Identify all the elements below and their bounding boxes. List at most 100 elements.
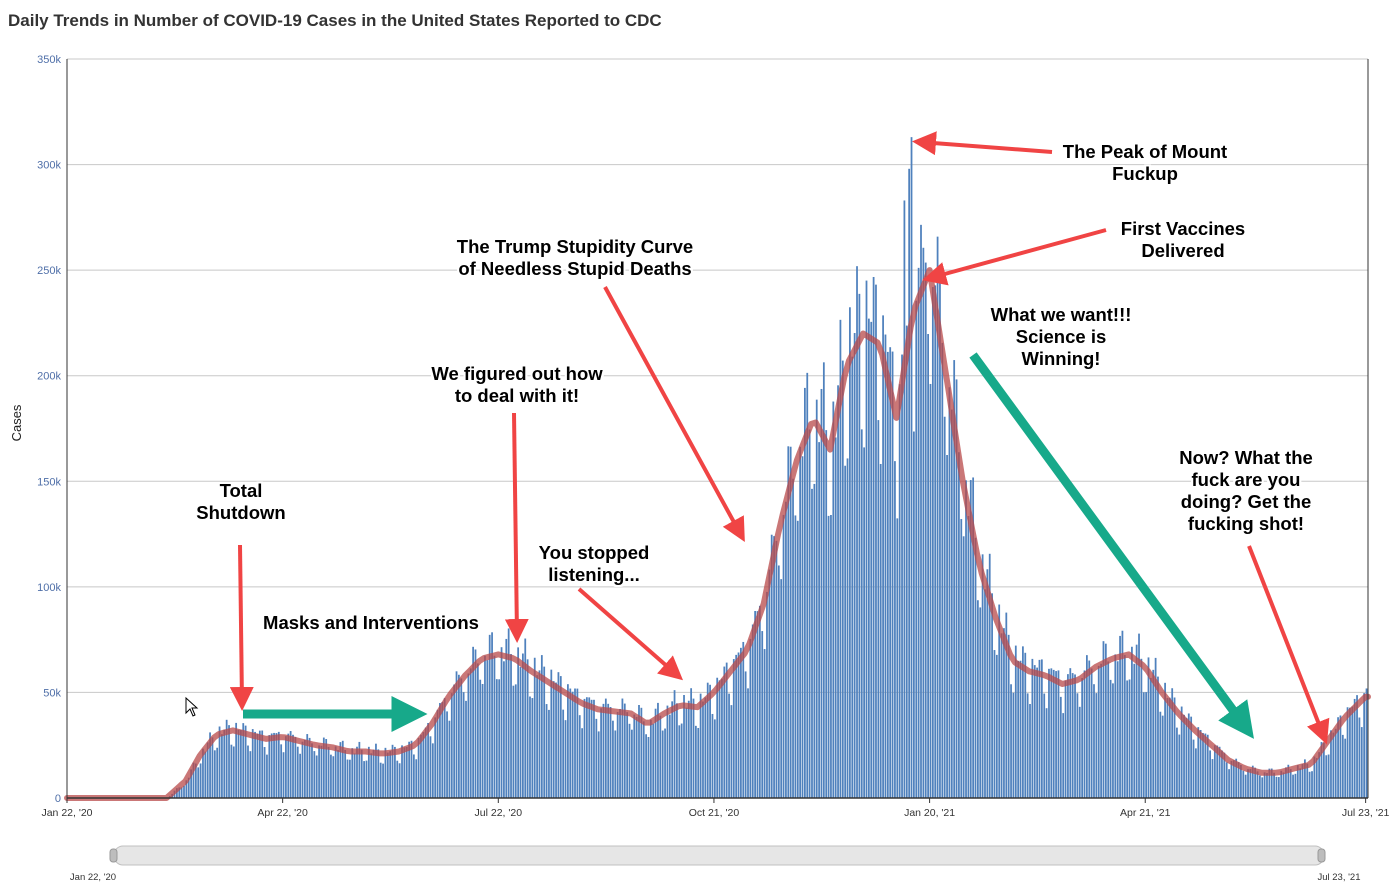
bar bbox=[846, 458, 849, 798]
bar bbox=[367, 746, 370, 798]
bar bbox=[1107, 661, 1110, 798]
bar bbox=[792, 478, 794, 798]
bar bbox=[820, 388, 823, 798]
bar bbox=[199, 763, 202, 798]
bar bbox=[187, 777, 190, 798]
bar bbox=[529, 696, 531, 798]
bar bbox=[1190, 716, 1193, 798]
bar bbox=[382, 763, 384, 798]
bar bbox=[1213, 745, 1216, 798]
annotation-masks-interventions: Masks and Interventions bbox=[263, 612, 479, 633]
bar bbox=[905, 325, 908, 798]
bar bbox=[991, 593, 993, 798]
bar bbox=[1126, 680, 1129, 798]
bar bbox=[1322, 742, 1325, 798]
bar bbox=[649, 719, 652, 798]
bar bbox=[1349, 707, 1351, 798]
bar bbox=[972, 477, 975, 798]
bar bbox=[1135, 644, 1138, 798]
bar bbox=[230, 744, 233, 798]
bar bbox=[277, 731, 280, 798]
bar bbox=[664, 728, 666, 798]
bar bbox=[1282, 772, 1285, 798]
navigator-left-handle[interactable] bbox=[109, 848, 118, 863]
bar bbox=[467, 673, 470, 798]
bar bbox=[450, 693, 453, 798]
bar bbox=[318, 745, 320, 798]
bar bbox=[1183, 714, 1185, 798]
bar bbox=[282, 752, 285, 798]
bar bbox=[723, 666, 726, 798]
bar bbox=[519, 667, 522, 798]
bar bbox=[884, 334, 887, 798]
bar bbox=[1109, 679, 1112, 798]
bar bbox=[183, 785, 185, 798]
bar bbox=[555, 682, 557, 798]
bar bbox=[429, 736, 432, 798]
bar bbox=[237, 729, 240, 798]
bar bbox=[638, 705, 640, 798]
bar bbox=[1059, 696, 1062, 798]
bar bbox=[581, 728, 584, 798]
bar bbox=[1012, 692, 1015, 798]
y-tick-label: 0 bbox=[55, 793, 61, 805]
bar bbox=[1230, 760, 1233, 798]
bar bbox=[815, 399, 818, 798]
bar bbox=[1301, 763, 1304, 798]
bar bbox=[180, 787, 183, 798]
y-tick-label: 100k bbox=[37, 582, 61, 594]
bar bbox=[958, 452, 960, 798]
bar bbox=[1244, 774, 1247, 798]
bar bbox=[993, 650, 996, 798]
bar bbox=[1095, 693, 1098, 798]
navigator-track[interactable] bbox=[113, 845, 1325, 866]
bar bbox=[559, 676, 562, 798]
bar bbox=[1040, 659, 1043, 798]
bar bbox=[1308, 771, 1311, 798]
bar bbox=[1187, 713, 1190, 798]
annotation-peak: The Peak of Mount Fuckup bbox=[1062, 141, 1228, 184]
bar bbox=[258, 730, 261, 798]
bar bbox=[221, 734, 223, 798]
bar bbox=[557, 672, 560, 798]
bar bbox=[886, 351, 889, 798]
bar bbox=[1195, 748, 1197, 798]
bar bbox=[974, 537, 977, 798]
bar bbox=[294, 736, 297, 798]
bar bbox=[1180, 706, 1183, 798]
bar bbox=[614, 730, 617, 798]
bar bbox=[512, 685, 515, 798]
bar bbox=[737, 652, 740, 798]
bar bbox=[950, 409, 953, 798]
bar bbox=[732, 659, 735, 798]
bar bbox=[716, 677, 719, 798]
bar bbox=[628, 723, 631, 798]
navigator-right-handle[interactable] bbox=[1317, 848, 1326, 863]
bar bbox=[953, 360, 956, 798]
bar bbox=[931, 287, 934, 798]
bar bbox=[531, 698, 534, 798]
bar bbox=[1055, 671, 1057, 798]
bar bbox=[303, 739, 306, 798]
bar bbox=[192, 762, 195, 798]
bar bbox=[908, 168, 911, 798]
navigator[interactable]: Jan 22, '20 Jul 23, '21 bbox=[70, 845, 1361, 883]
bar bbox=[398, 763, 401, 798]
bar bbox=[1270, 768, 1273, 798]
bar bbox=[718, 680, 721, 798]
bar bbox=[1057, 670, 1060, 798]
bar bbox=[811, 488, 813, 798]
bar bbox=[1050, 668, 1053, 798]
bar bbox=[1045, 708, 1048, 798]
navigator-end-label: Jul 23, '21 bbox=[1317, 872, 1360, 883]
bar bbox=[1185, 717, 1188, 798]
bar bbox=[349, 759, 351, 798]
bar bbox=[747, 688, 749, 798]
bar bbox=[585, 697, 588, 798]
bar bbox=[1166, 698, 1169, 798]
bar bbox=[1128, 679, 1131, 798]
bar bbox=[986, 569, 989, 798]
bar bbox=[621, 698, 624, 798]
bar bbox=[251, 729, 254, 798]
